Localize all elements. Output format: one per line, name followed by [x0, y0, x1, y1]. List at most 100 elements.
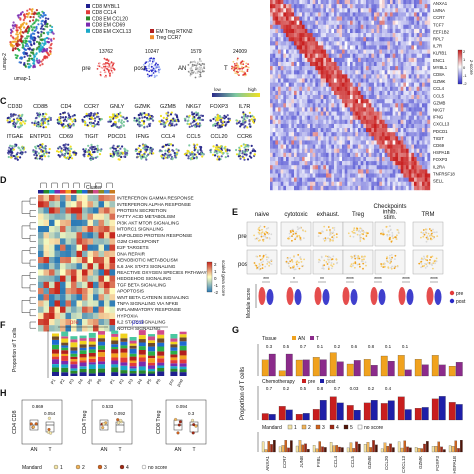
heatmap-cell — [307, 173, 311, 178]
gsva-cell — [43, 312, 50, 320]
heatmap-cell — [387, 82, 391, 87]
heatmap-cell — [294, 128, 297, 133]
feature-point — [209, 151, 212, 154]
feature-title: FOXP3 — [210, 104, 228, 110]
heatmap-cell — [288, 140, 292, 145]
heatmap-cell — [368, 181, 372, 187]
heatmap-cell — [318, 144, 321, 149]
feature-point — [216, 122, 219, 125]
heatmap-cell — [270, 119, 273, 125]
heatmap-cell — [342, 119, 345, 125]
heatmap-cell — [323, 119, 327, 125]
feature-point — [144, 143, 147, 146]
heatmap-cell — [334, 173, 337, 178]
heatmap-cell — [411, 37, 415, 42]
heatmap-cell — [275, 61, 279, 67]
heatmap-cell — [291, 95, 295, 100]
heatmap-cell — [352, 37, 356, 42]
heatmap-cell — [398, 12, 401, 17]
gsva-cell — [49, 294, 55, 301]
heatmap-cell — [416, 33, 420, 38]
gsva-cell — [49, 263, 55, 270]
heatmap-cell — [411, 28, 415, 34]
feature-point — [115, 152, 118, 155]
heatmap-cell — [398, 0, 401, 5]
gsva-cell — [98, 263, 105, 270]
umap-point — [41, 58, 45, 61]
gsva-cell — [93, 325, 99, 332]
condition-label: AN — [178, 66, 186, 72]
heatmap-cell — [390, 61, 393, 67]
heatmap-cell — [286, 161, 289, 166]
heatmap-cell — [312, 152, 316, 158]
gsva-cell — [60, 325, 66, 332]
umap-point — [33, 26, 36, 29]
heatmap-cell — [416, 78, 420, 83]
heatmap-cell — [323, 140, 327, 145]
heatmap-cell — [363, 181, 367, 187]
feature-title: GZMB — [160, 104, 176, 110]
heatmap-cell — [403, 136, 407, 141]
heatmap-cell — [374, 20, 377, 25]
feature-point — [239, 157, 242, 160]
gsva-cell — [104, 288, 110, 295]
feature-point — [227, 120, 230, 123]
heatmap-cell — [355, 78, 359, 83]
heatmap-cell — [288, 86, 292, 92]
feature-point — [243, 158, 246, 161]
heatmap-cell — [278, 66, 281, 71]
heatmap-cell — [328, 82, 332, 87]
heatmap-cell — [286, 128, 289, 133]
heatmap-cell — [288, 74, 292, 79]
heatmap-cell — [366, 0, 369, 5]
feature-point — [42, 126, 45, 129]
heatmap-cell — [299, 74, 303, 79]
heatmap-cell — [315, 95, 319, 100]
heatmap-cell — [331, 37, 335, 42]
heatmap-cell — [275, 86, 279, 92]
pathway-label: INTERFERON ALPHA RESPONSE — [117, 202, 191, 207]
gsva-cell — [71, 213, 77, 220]
heatmap-cell — [344, 45, 348, 50]
legend-swatch — [86, 10, 90, 15]
heatmap-cell — [270, 181, 273, 187]
heatmap-cell — [299, 70, 303, 75]
heatmap-cell — [288, 144, 292, 149]
heatmap-cell — [360, 66, 364, 71]
heatmap-cell — [363, 90, 367, 96]
heatmap-cell — [352, 24, 356, 30]
heatmap-cell — [403, 144, 407, 149]
heatmap-cell — [382, 99, 385, 104]
heatmap-cell — [371, 49, 375, 54]
small-umap-point — [189, 69, 192, 71]
feature-point — [214, 122, 217, 125]
heatmap-cell — [400, 12, 404, 17]
heatmap-cell — [395, 144, 399, 149]
heatmap-cell — [384, 111, 388, 116]
heatmap-cell — [419, 0, 423, 5]
heatmap-cell — [310, 78, 313, 83]
heatmap-cell — [387, 185, 391, 191]
umap-point — [26, 54, 29, 57]
feature-point — [62, 119, 65, 122]
heatmap-cell — [368, 20, 372, 25]
heatmap-cell — [395, 173, 399, 178]
heatmap-cell — [358, 90, 361, 96]
heatmap-cell — [334, 144, 337, 149]
heatmap-cell — [371, 128, 375, 133]
feature-point — [42, 112, 45, 116]
heatmap-cell — [416, 74, 420, 79]
heatmap-cell — [400, 152, 404, 158]
feature-point — [143, 116, 146, 119]
umap-point — [30, 48, 34, 51]
heatmap-cell — [272, 140, 276, 145]
heatmap-cell — [416, 82, 420, 87]
heatmap-cell — [294, 86, 297, 92]
heatmap-cell — [366, 169, 369, 174]
heatmap-cell — [363, 123, 367, 129]
heatmap-cell — [382, 37, 385, 42]
heatmap-cell — [390, 0, 393, 5]
heatmap-cell — [358, 70, 361, 75]
umap-point — [29, 15, 32, 19]
heatmap-cell — [291, 111, 295, 116]
